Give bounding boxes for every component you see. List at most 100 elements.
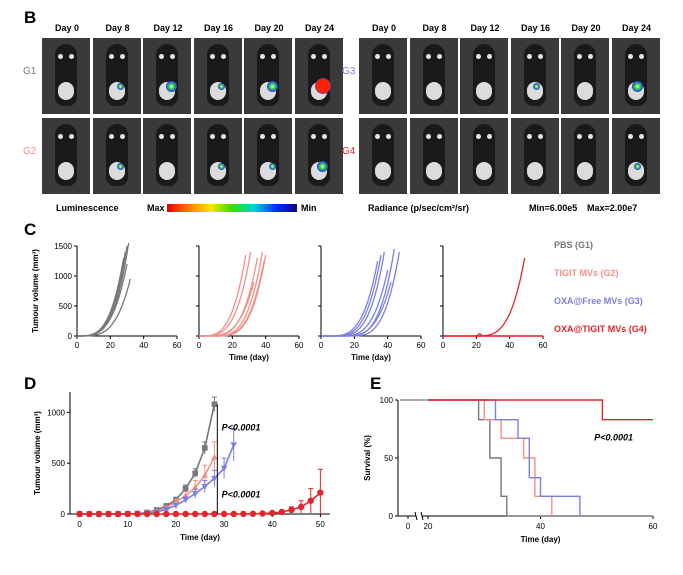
data-point: [278, 508, 286, 516]
mouse-image: [359, 38, 407, 114]
x-tick-label: 0: [197, 341, 202, 350]
max-label: Max: [147, 203, 165, 213]
growth-curve: [77, 263, 128, 337]
growth-curve: [199, 257, 258, 337]
y-tick-label: 0: [389, 512, 394, 521]
data-point: [317, 489, 324, 496]
p-value-label: P<0.0001: [222, 490, 261, 500]
data-point: [201, 510, 209, 518]
mouse-image: [143, 38, 191, 114]
group-label: G1: [23, 66, 37, 77]
data-point: [172, 510, 180, 518]
data-point: [76, 510, 83, 518]
mouse-image: [460, 118, 508, 194]
data-point: [134, 510, 141, 518]
x-tick-label: 50: [316, 520, 325, 529]
mouse-body: [574, 44, 596, 106]
mouse-body: [156, 44, 178, 106]
panel-d-letter: D: [24, 374, 37, 393]
mouse-eye: [537, 54, 543, 59]
p-value-label: P<0.0001: [222, 423, 261, 433]
mouse-belly: [476, 162, 492, 180]
growth-curve: [321, 254, 382, 337]
mouse-body: [105, 124, 128, 186]
series: [76, 441, 218, 517]
panel-c-letter: C: [24, 220, 37, 239]
x-tick-label: 40: [139, 341, 148, 350]
data-point: [202, 445, 208, 451]
mouse-belly: [425, 162, 442, 180]
mouse-image: [561, 118, 609, 194]
luminescence-signal: [314, 78, 331, 94]
mouse-eye: [321, 134, 327, 139]
mouse-eye: [487, 54, 492, 59]
data-point: [230, 510, 237, 518]
mouse-eye: [119, 54, 125, 59]
survival-curve: [428, 399, 653, 421]
day-label: Day 12: [153, 23, 183, 33]
growth-curve: [475, 332, 484, 337]
mouse-belly: [58, 82, 74, 100]
mouse-belly: [58, 162, 74, 180]
mouse-body: [422, 44, 445, 106]
y-tick-label: 1500: [54, 242, 72, 251]
data-point: [211, 475, 218, 482]
mouse-eye: [375, 134, 380, 139]
x-tick-label: 0: [406, 522, 411, 531]
mouse-eye: [260, 54, 265, 59]
survival-curve: [428, 399, 653, 517]
mouse-image: [409, 118, 458, 194]
mouse-image: [561, 38, 609, 114]
x-tick-label: 0: [75, 341, 80, 350]
min-label: Min: [301, 203, 317, 213]
data-point: [230, 442, 237, 449]
luminescence-signal: [634, 162, 641, 170]
mouse-eye: [588, 134, 593, 139]
subplot: 0 20 40 60 Time (day): [318, 245, 426, 362]
data-point: [240, 510, 247, 518]
x-tick-label: 20: [424, 522, 433, 531]
x-tick-label: 0: [77, 520, 82, 529]
mouse-image: [193, 118, 242, 194]
data-point: [201, 484, 209, 491]
mouse-body: [307, 124, 330, 186]
panel-b-letter: B: [24, 8, 37, 27]
mouse-eye: [425, 134, 431, 139]
data-point: [220, 510, 228, 518]
x-tick-label: 20: [171, 520, 180, 529]
mouse-body: [473, 124, 495, 186]
mouse-eye: [386, 54, 391, 59]
mouse-belly: [476, 82, 492, 100]
x-tick-label: 0: [319, 341, 324, 350]
survival-curve: [428, 399, 581, 516]
mouse-body: [523, 44, 546, 106]
mouse-eye: [537, 134, 543, 139]
mouse-eye: [588, 54, 593, 59]
growth-curve: [321, 281, 392, 337]
mouse-eye: [220, 134, 226, 139]
x-tick-label: 30: [220, 520, 229, 529]
mouse-body: [523, 124, 546, 186]
series-line: [79, 456, 216, 515]
legend-entry: TIGIT MVs (G2): [554, 268, 619, 278]
mouse-eye: [526, 134, 532, 139]
series: [76, 396, 218, 517]
data-point: [124, 510, 131, 518]
mouse-eye: [170, 54, 175, 59]
mouse-image: [92, 38, 141, 114]
panel-e-letter: E: [370, 374, 382, 393]
mouse-body: [206, 124, 229, 186]
luminescence-colorbar: [167, 204, 297, 212]
mouse-image: [143, 118, 191, 194]
mouse-eye: [159, 54, 164, 59]
day-label: Day 0: [371, 23, 397, 33]
legend-entry: PBS (G1): [554, 240, 593, 250]
luminescence-signal: [533, 82, 540, 90]
mouse-belly: [577, 82, 593, 100]
x-axis-label: Time (day): [521, 535, 561, 544]
x-tick-label: 40: [383, 341, 392, 350]
mouse-body: [257, 124, 279, 186]
mouse-body: [206, 44, 229, 106]
data-point: [191, 510, 199, 518]
growth-curve: [199, 254, 247, 337]
